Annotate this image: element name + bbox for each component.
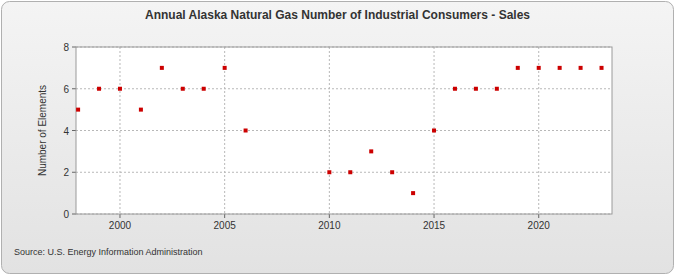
point	[411, 191, 415, 195]
points	[76, 66, 603, 195]
background	[2, 2, 674, 274]
y-tick	[72, 214, 76, 215]
y-tick-label: 6	[63, 84, 69, 95]
x-tick	[538, 214, 539, 218]
x-tick-label: 2000	[109, 220, 132, 231]
y-tick-label: 8	[63, 42, 69, 53]
title: Annual Alaska Natural Gas Number of Indu…	[145, 8, 530, 22]
point	[495, 87, 499, 91]
point	[516, 66, 520, 70]
y-tick	[72, 130, 76, 131]
point	[160, 66, 164, 70]
point	[76, 108, 80, 112]
point	[600, 66, 604, 70]
x-grid	[538, 47, 539, 214]
point	[202, 87, 206, 91]
x-tick	[224, 214, 225, 218]
x-tick-label: 2020	[528, 220, 551, 231]
x-grid	[119, 47, 120, 214]
point	[390, 170, 394, 174]
plot-frame	[76, 47, 612, 214]
chart-root: Annual Alaska Natural Gas Number of Indu…	[0, 0, 675, 275]
chart-svg: Annual Alaska Natural Gas Number of Indu…	[0, 0, 675, 275]
y-tick	[72, 88, 76, 89]
y-tick-label: 2	[63, 167, 69, 178]
x-grid	[224, 47, 225, 214]
point	[118, 87, 122, 91]
x-tick	[434, 214, 435, 218]
point	[474, 87, 478, 91]
y-tick	[72, 47, 76, 48]
x-grid	[329, 47, 330, 214]
point	[579, 66, 583, 70]
y-tick-label: 0	[63, 209, 69, 220]
point	[223, 66, 227, 70]
point	[327, 170, 331, 174]
point	[139, 108, 143, 112]
point	[432, 129, 436, 133]
source: Source: U.S. Energy Information Administ…	[14, 247, 203, 257]
y-axis-label: Number of Elements	[37, 85, 48, 176]
point	[537, 66, 541, 70]
x-tick-label: 2005	[214, 220, 237, 231]
y-tick	[72, 172, 76, 173]
x-tick	[329, 214, 330, 218]
point	[181, 87, 185, 91]
x-tick	[119, 214, 120, 218]
point	[348, 170, 352, 174]
y-grid	[76, 88, 612, 89]
point	[369, 149, 373, 153]
point	[97, 87, 101, 91]
y-grid	[76, 172, 612, 173]
x-tick-label: 2010	[318, 220, 341, 231]
y-tick-label: 4	[63, 126, 69, 137]
y-grid	[76, 130, 612, 131]
point	[453, 87, 457, 91]
x-tick-label: 2015	[423, 220, 446, 231]
plot-area	[76, 47, 612, 214]
point	[244, 129, 248, 133]
point	[558, 66, 562, 70]
